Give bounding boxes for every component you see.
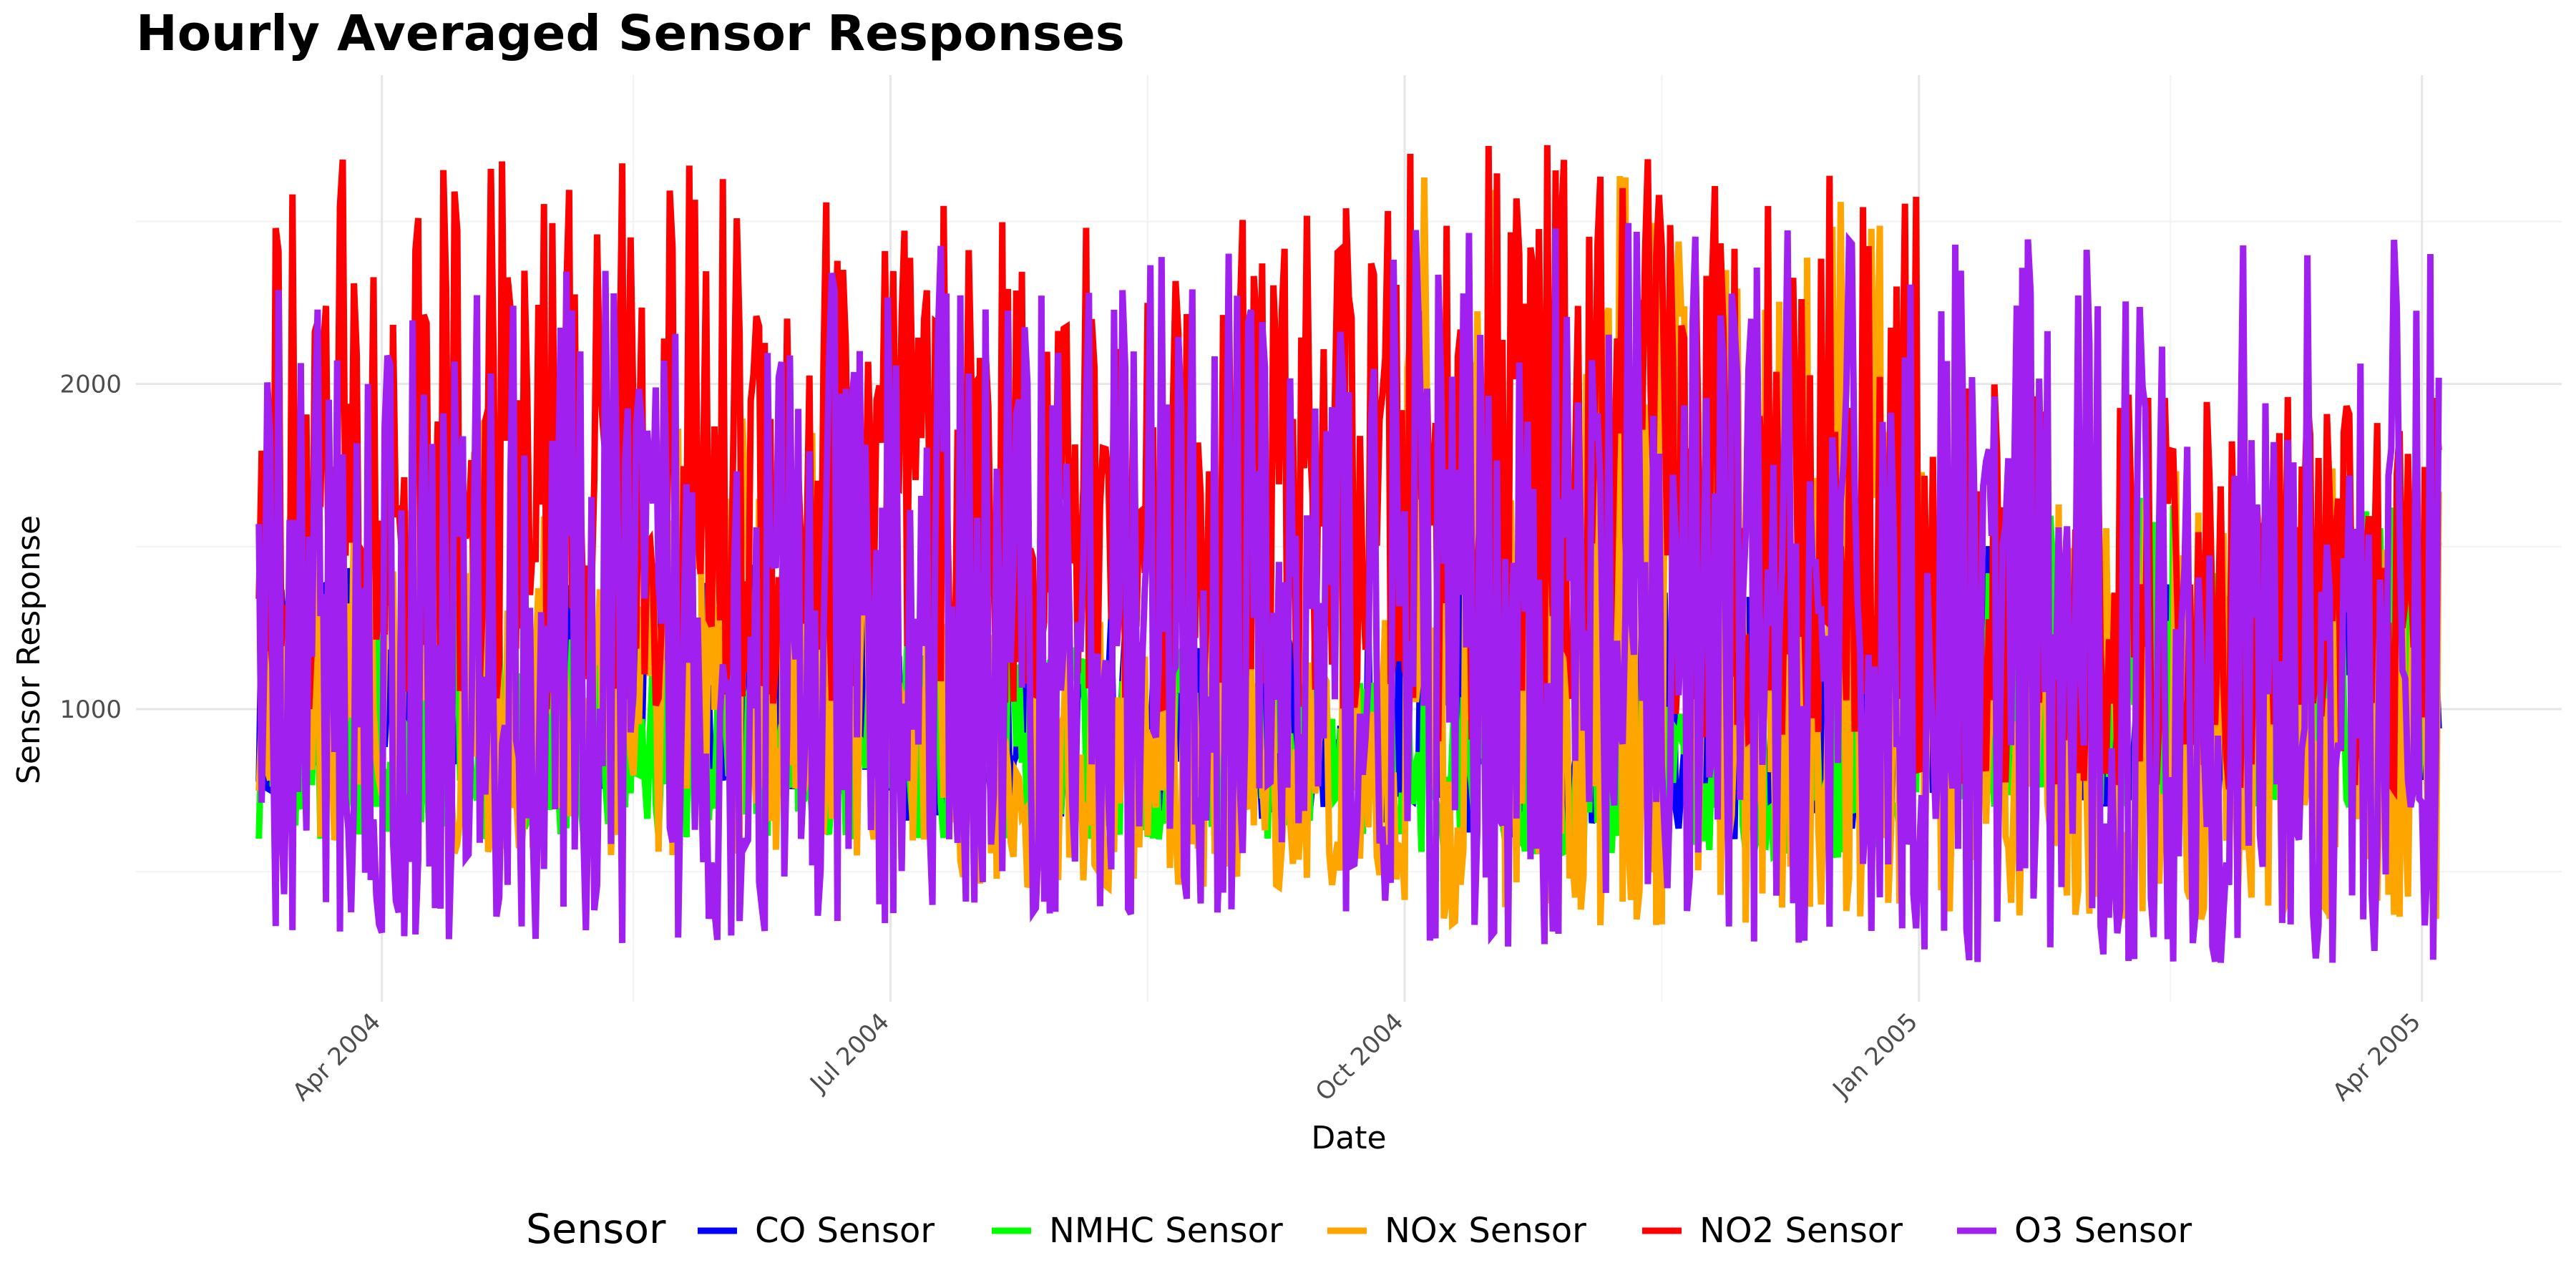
x-tick-label: Apr 2005 — [2327, 1008, 2426, 1107]
y-axis-ticks: 1000 2000 — [59, 371, 122, 724]
x-axis-label: Date — [1311, 1120, 1386, 1156]
legend-label: NOx Sensor — [1385, 1211, 1586, 1251]
series-line-o3-sensor — [255, 223, 2442, 963]
legend: Sensor CO Sensor NMHC Sensor NOx Sensor NO2… — [526, 1206, 2192, 1253]
x-tick-label: Jul 2004 — [804, 1008, 895, 1099]
legend-label: CO Sensor — [755, 1211, 935, 1251]
legend-label: NO2 Sensor — [1699, 1211, 1903, 1251]
x-tick-label: Jan 2005 — [1827, 1008, 1924, 1105]
chart-title: Hourly Averaged Sensor Responses — [136, 5, 1125, 62]
legend-label: NMHC Sensor — [1049, 1211, 1283, 1251]
y-tick-label: 1000 — [59, 696, 122, 724]
legend-title: Sensor — [526, 1206, 666, 1253]
series-lines — [255, 145, 2442, 963]
x-tick-label: Oct 2004 — [1310, 1008, 1410, 1107]
legend-label: O3 Sensor — [2014, 1211, 2192, 1251]
x-axis-ticks: Apr 2004 Jul 2004 Oct 2004 Jan 2005 Apr 2005 — [287, 1008, 2426, 1107]
y-axis-label: Sensor Response — [11, 515, 47, 784]
y-tick-label: 2000 — [59, 371, 122, 399]
x-tick-label: Apr 2004 — [287, 1008, 386, 1107]
